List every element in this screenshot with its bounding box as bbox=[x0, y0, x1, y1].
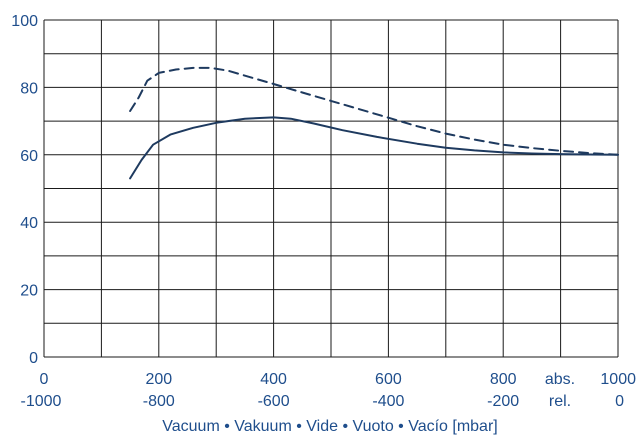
y-tick-label: 20 bbox=[20, 283, 38, 300]
x-tick-label-abs: 400 bbox=[260, 371, 287, 388]
x-tick-label-abs: 200 bbox=[145, 371, 172, 388]
y-tick-label: 100 bbox=[11, 13, 38, 30]
y-tick-label: 40 bbox=[20, 215, 38, 232]
x-tick-label-rel: -1000 bbox=[21, 393, 62, 410]
x-tick-label-abs: 1000 bbox=[600, 371, 636, 388]
x-axis-ticks: 0 200 400 600 800 1000 -1000 -800 -600 -400 -200 0 bbox=[21, 371, 637, 410]
x-tick-label-abs: 800 bbox=[490, 371, 517, 388]
x-tick-label-rel: -600 bbox=[258, 393, 290, 410]
x-axis-label: Vacuum • Vakuum • Vide • Vuoto • Vacío [… bbox=[162, 418, 497, 435]
y-tick-label: 0 bbox=[29, 350, 38, 367]
grid bbox=[43, 19, 619, 358]
x-tick-label-rel: -800 bbox=[143, 393, 175, 410]
rel-label: rel. bbox=[549, 393, 571, 410]
series-line-dashed bbox=[129, 66, 619, 156]
abs-label: abs. bbox=[545, 371, 575, 388]
y-tick-label: 80 bbox=[20, 80, 38, 97]
x-tick-label-rel: 0 bbox=[615, 393, 624, 410]
x-tick-label-rel: -400 bbox=[372, 393, 404, 410]
x-tick-label-rel: -200 bbox=[487, 393, 519, 410]
x-tick-label-abs: 0 bbox=[40, 371, 49, 388]
y-axis-ticks: 0 20 40 60 80 100 bbox=[11, 13, 38, 367]
series-group bbox=[129, 66, 619, 180]
y-tick-label: 60 bbox=[20, 148, 38, 165]
x-tick-label-abs: 600 bbox=[375, 371, 402, 388]
series-line-solid bbox=[129, 116, 619, 180]
